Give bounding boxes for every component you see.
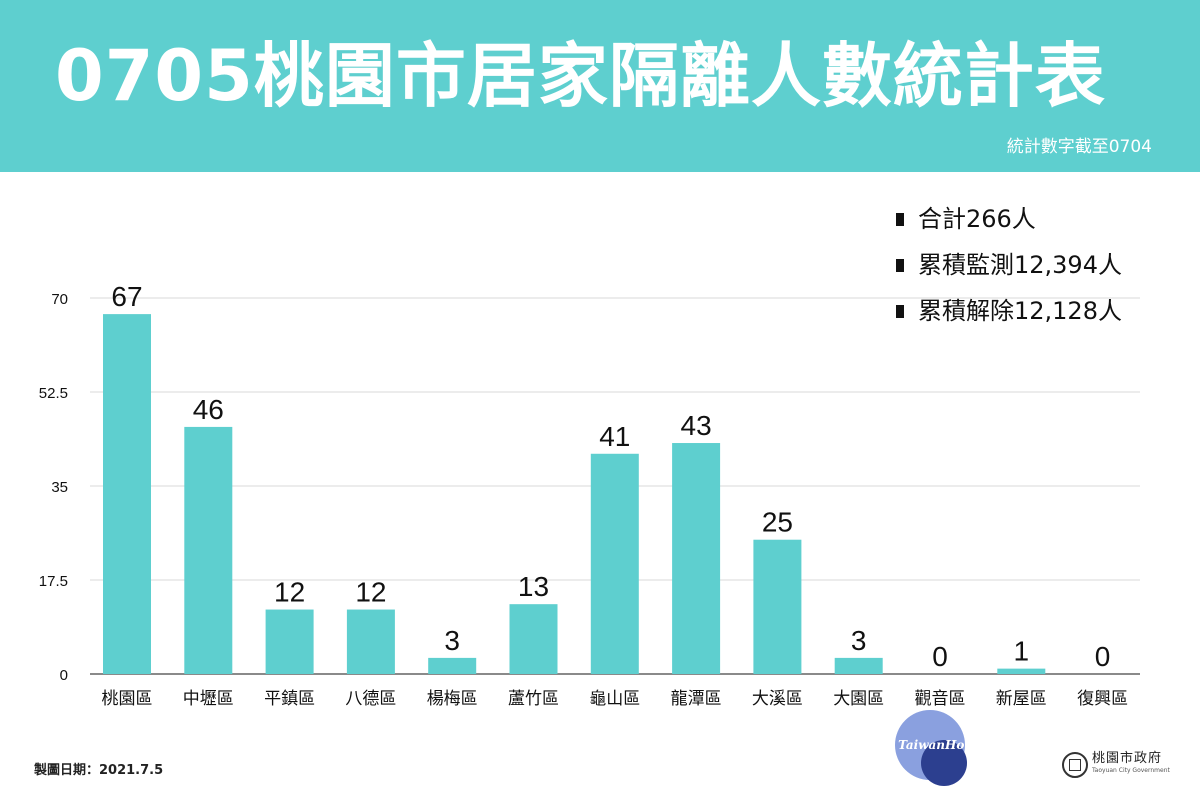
data-label: 12 [355, 577, 386, 608]
square-bullet-icon [896, 212, 904, 226]
taiwanhot-logo: TaiwanHot [895, 710, 971, 786]
header-banner: 0705桃園市居家隔離人數統計表 統計數字截至0704 [0, 0, 1200, 172]
government-name-en: Taoyuan City Government [1092, 767, 1170, 774]
y-tick-label: 17.5 [39, 573, 68, 590]
data-label: 1 [1014, 636, 1030, 667]
x-tick-label: 觀音區 [915, 689, 966, 709]
summary-monitored-text: 累積監測12,394人 [918, 251, 1122, 279]
data-label: 41 [599, 421, 630, 452]
square-bullet-icon [896, 258, 904, 272]
bar [672, 443, 721, 674]
data-label: 46 [193, 394, 224, 425]
bar [753, 539, 802, 674]
data-label: 0 [1095, 641, 1111, 672]
bar [184, 426, 233, 674]
data-label: 3 [444, 625, 460, 656]
summary-item-monitored: 累積監測12,394人 [896, 242, 1122, 288]
bar [103, 314, 151, 674]
bar [834, 657, 883, 674]
y-tick-label: 35 [51, 479, 68, 496]
data-cutoff-note: 統計數字截至0704 [1006, 137, 1152, 157]
summary-item-total: 合計266人 [896, 196, 1122, 242]
bar [997, 668, 1046, 674]
data-label: 12 [274, 577, 305, 608]
y-tick-label: 70 [51, 291, 68, 308]
data-label: 67 [111, 281, 142, 312]
square-bullet-icon [896, 304, 904, 318]
x-tick-label: 大溪區 [752, 689, 803, 709]
data-label: 0 [932, 641, 948, 672]
logo-text: TaiwanHot [898, 738, 970, 752]
bar [509, 604, 558, 674]
city-seal-icon [1062, 752, 1088, 778]
government-logo: 桃園市政府 Taoyuan City Government [1062, 749, 1170, 781]
data-label: 3 [851, 625, 867, 656]
page-title: 0705桃園市居家隔離人數統計表 [55, 35, 1106, 117]
x-tick-label: 復興區 [1077, 689, 1128, 709]
summary-released-text: 累積解除12,128人 [918, 297, 1122, 325]
summary-item-released: 累積解除12,128人 [896, 288, 1122, 334]
x-tick-label: 平鎮區 [264, 689, 315, 709]
summary-list: 合計266人 累積監測12,394人 累積解除12,128人 [896, 196, 1122, 334]
x-tick-label: 桃園區 [102, 689, 153, 709]
chart-date: 製圖日期：2021.7.5 [34, 763, 164, 778]
x-tick-label: 大園區 [833, 689, 884, 709]
x-tick-label: 蘆竹區 [508, 689, 559, 709]
x-tick-label: 八德區 [345, 689, 396, 709]
data-label: 13 [518, 571, 549, 602]
y-tick-label: 52.5 [39, 385, 68, 402]
data-label: 25 [762, 507, 793, 538]
x-tick-label: 中壢區 [183, 689, 234, 709]
x-tick-label: 新屋區 [996, 689, 1047, 709]
data-label: 43 [681, 410, 712, 441]
government-name: 桃園市政府 [1092, 751, 1163, 766]
y-tick-label: 0 [60, 667, 68, 684]
bar [346, 609, 395, 674]
bar [428, 657, 477, 674]
bar [590, 453, 639, 674]
bar [265, 609, 314, 674]
x-tick-label: 楊梅區 [427, 689, 478, 709]
x-tick-label: 龍潭區 [671, 689, 722, 709]
x-tick-label: 龜山區 [589, 689, 640, 709]
summary-total-text: 合計266人 [918, 205, 1036, 233]
